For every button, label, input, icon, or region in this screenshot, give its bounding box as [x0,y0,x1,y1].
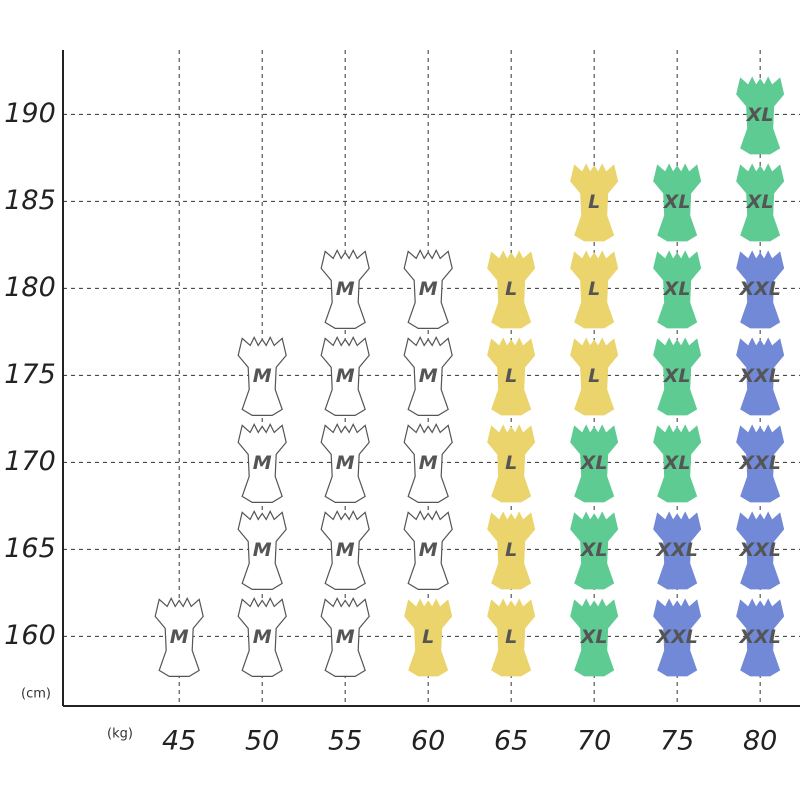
size-label: L [505,452,517,474]
size-label: M [419,278,438,300]
size-label: M [419,539,438,561]
size-label: M [336,278,355,300]
size-label: L [588,278,600,300]
x-tick-label: 50 [245,726,279,757]
x-tick-label: 75 [660,726,694,757]
size-figure [487,511,536,590]
size-figure [736,76,785,155]
size-figure [403,510,453,590]
size-figure [487,337,536,416]
size-figure [653,598,702,677]
size-label: M [253,452,272,474]
size-figure [154,597,204,677]
size-figure [403,249,453,329]
size-label: L [588,365,600,387]
size-label: L [505,365,517,387]
size-figure [320,249,370,329]
size-label: L [505,626,517,648]
size-label: XL [746,191,774,213]
size-figure [653,337,702,416]
size-label: M [336,626,355,648]
size-label: M [336,365,355,387]
size-label: XXL [738,365,780,387]
y-axis-label: (cm) [21,687,51,702]
size-figure [570,424,619,503]
size-label: L [505,539,517,561]
size-label: XL [580,539,608,561]
size-label: XL [663,365,691,387]
size-figure [570,337,619,416]
size-figure [653,511,702,590]
size-label: XXL [738,626,780,648]
size-figure [736,424,785,503]
size-figure [320,336,370,416]
size-label: XL [663,278,691,300]
y-tick-label: 165 [4,533,56,564]
size-figure [237,423,287,503]
size-label: L [588,191,600,213]
size-figure [487,598,536,677]
size-label: L [422,626,434,648]
size-label: XXL [738,539,780,561]
size-figure [653,163,702,242]
size-figure [736,511,785,590]
size-label: XL [580,452,608,474]
size-figure [736,337,785,416]
y-tick-label: 160 [4,620,56,651]
size-label: M [336,539,355,561]
size-figure [653,424,702,503]
size-label: XXL [738,452,780,474]
size-figure [487,424,536,503]
x-tick-label: 55 [328,726,362,757]
size-figure [570,163,619,242]
size-figure [487,250,536,329]
size-figure [736,598,785,677]
size-figure [570,511,619,590]
x-tick-label: 80 [743,726,777,757]
size-figure [403,336,453,416]
size-figure [653,250,702,329]
size-figure [403,423,453,503]
size-figure [237,597,287,677]
size-figure [320,597,370,677]
x-tick-label: 70 [577,726,611,757]
size-figure [404,598,453,677]
size-label: M [419,452,438,474]
size-figure [570,598,619,677]
y-tick-label: 180 [4,272,56,303]
size-label: XXL [655,539,697,561]
size-label: XL [746,104,774,126]
size-figure [570,250,619,329]
size-label: M [170,626,189,648]
size-figure [237,336,287,416]
x-axis-label: (kg) [107,727,133,742]
y-tick-label: 185 [4,185,56,216]
size-figure [736,163,785,242]
size-label: XL [580,626,608,648]
size-label: XL [663,191,691,213]
size-label: XXL [738,278,780,300]
x-tick-label: 60 [411,726,445,757]
size-label: XL [663,452,691,474]
size-figure [736,250,785,329]
size-label: M [419,365,438,387]
size-label: L [505,278,517,300]
x-tick-label: 45 [162,726,196,757]
size-label: XXL [655,626,697,648]
size-figure [320,510,370,590]
size-label: M [253,626,272,648]
y-tick-label: 175 [4,359,56,390]
size-label: M [336,452,355,474]
size-label: M [253,365,272,387]
size-label: M [253,539,272,561]
x-tick-label: 65 [494,726,528,757]
size-figure [237,510,287,590]
size-figure [320,423,370,503]
y-tick-label: 190 [4,98,56,129]
y-tick-label: 170 [4,446,56,477]
